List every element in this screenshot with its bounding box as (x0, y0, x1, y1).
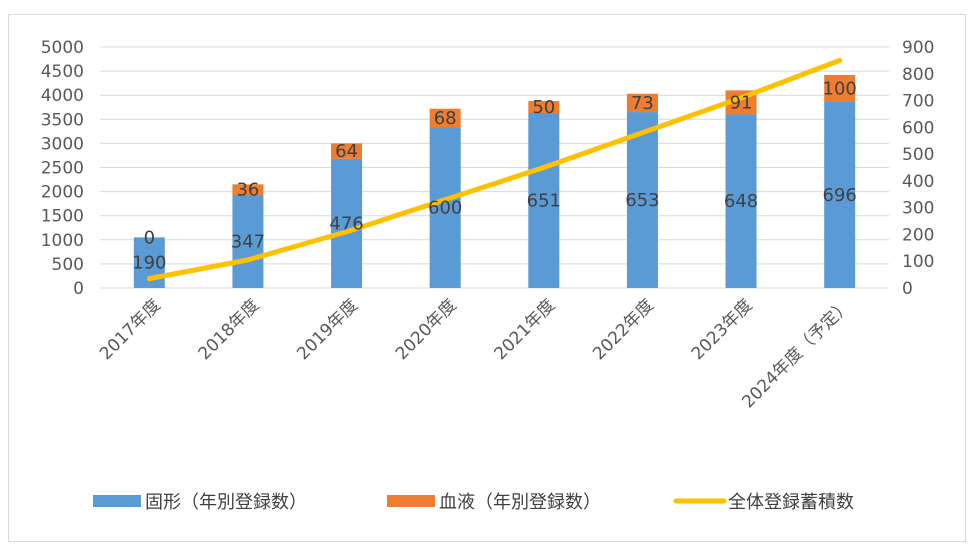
data-labels: 0 190 36 347 64 476 68 600 50 651 73 653 91 648 100 696 (132, 78, 857, 273)
left-tick-label: 2000 (41, 183, 84, 203)
data-label-solid: 190 (132, 253, 166, 274)
x-tick-label: 2018年度 (195, 295, 264, 364)
data-label-solid: 476 (329, 213, 363, 234)
data-label-solid: 696 (823, 185, 857, 206)
right-tick-label: 800 (902, 65, 934, 85)
bar-solid (725, 114, 757, 288)
left-axis: 0 500 1000 1500 2000 2500 3000 3500 4000 4500 5000 (41, 38, 84, 299)
data-label-blood: 73 (631, 93, 654, 114)
left-tick-label: 3500 (41, 110, 84, 130)
data-label-blood: 50 (532, 97, 555, 118)
data-label-solid: 651 (527, 191, 561, 212)
data-label-blood: 64 (335, 141, 358, 162)
bar-solid (626, 112, 658, 288)
right-tick-label: 400 (902, 172, 934, 192)
chart: 0500100015002000250030003500400045005000… (41, 38, 935, 513)
right-tick-label: 500 (902, 145, 934, 165)
data-label-blood: 68 (434, 108, 457, 129)
bar-blood (528, 100, 560, 114)
x-tick-label: 2022年度 (589, 295, 658, 364)
cumulative-line (146, 57, 843, 282)
left-tick-label: 3000 (41, 134, 84, 154)
data-label-blood: 0 (144, 227, 155, 248)
data-label-solid: 648 (724, 191, 758, 212)
right-axis: 0 100 200 300 400 500 600 700 800 900 (902, 38, 934, 299)
bar-solid (429, 127, 461, 288)
right-tick-label: 0 (902, 279, 913, 299)
right-tick-label: 300 (902, 199, 934, 219)
left-tick-label: 500 (52, 255, 84, 275)
data-label-blood: 36 (236, 180, 259, 201)
right-tick-label: 700 (902, 92, 934, 112)
right-tick-label: 600 (902, 118, 934, 138)
left-tick-label: 2500 (41, 159, 84, 179)
data-label-solid: 653 (625, 190, 659, 211)
right-tick-label: 100 (902, 252, 934, 272)
legend: 固形（年別登録数） 血液（年別登録数） 全体登録蓄積数 (93, 492, 854, 513)
bar-blood (331, 143, 363, 159)
bar-solid (232, 194, 264, 288)
data-label-solid: 600 (428, 198, 462, 219)
left-tick-label: 1500 (41, 207, 84, 227)
x-tick-label: 2019年度 (293, 295, 362, 364)
legend-label: 固形（年別登録数） (145, 492, 307, 513)
gridlines (100, 46, 889, 289)
chart-frame: 0 500 1000 1500 2000 2500 3000 3500 4000 4500 5000… (8, 14, 966, 542)
data-label-blood: 91 (730, 92, 753, 113)
legend-swatch (387, 495, 435, 507)
right-tick-label: 900 (902, 38, 934, 58)
right-tick-label: 200 (902, 225, 934, 245)
bar-solid (331, 158, 363, 288)
legend-label: 血液（年別登録数） (439, 492, 601, 513)
bar-blood (232, 184, 264, 195)
legend-label: 全体登録蓄積数 (728, 492, 854, 513)
data-label-blood: 100 (823, 78, 857, 99)
x-tick-label: 2020年度 (392, 295, 461, 364)
x-axis: 2017年度 2018年度 2019年度 2020年度 2021年度 2022年度 2023… (96, 295, 855, 412)
left-tick-label: 1000 (41, 231, 84, 251)
x-tick-label: 2023年度 (688, 295, 757, 364)
left-tick-label: 5000 (41, 38, 84, 58)
bar-solid (528, 113, 560, 288)
cumulative-line-path (146, 57, 843, 282)
x-tick-label: 2021年度 (491, 295, 560, 364)
bar-blood (626, 93, 658, 113)
x-tick-label: 2024年度（予定） (738, 295, 855, 412)
bar-blood (429, 108, 461, 128)
data-label-solid: 347 (231, 231, 265, 252)
bar-solid (824, 101, 856, 288)
bars (133, 74, 856, 288)
left-tick-label: 4500 (41, 62, 84, 82)
left-tick-label: 0 (73, 279, 84, 299)
legend-swatch (93, 495, 141, 507)
left-tick-label: 4000 (41, 86, 84, 106)
x-tick-label: 2017年度 (96, 295, 165, 364)
bar-blood (824, 74, 856, 102)
